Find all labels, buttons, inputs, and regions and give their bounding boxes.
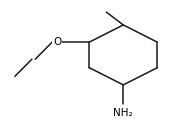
Text: O: O (53, 37, 61, 47)
Text: NH₂: NH₂ (113, 108, 133, 118)
